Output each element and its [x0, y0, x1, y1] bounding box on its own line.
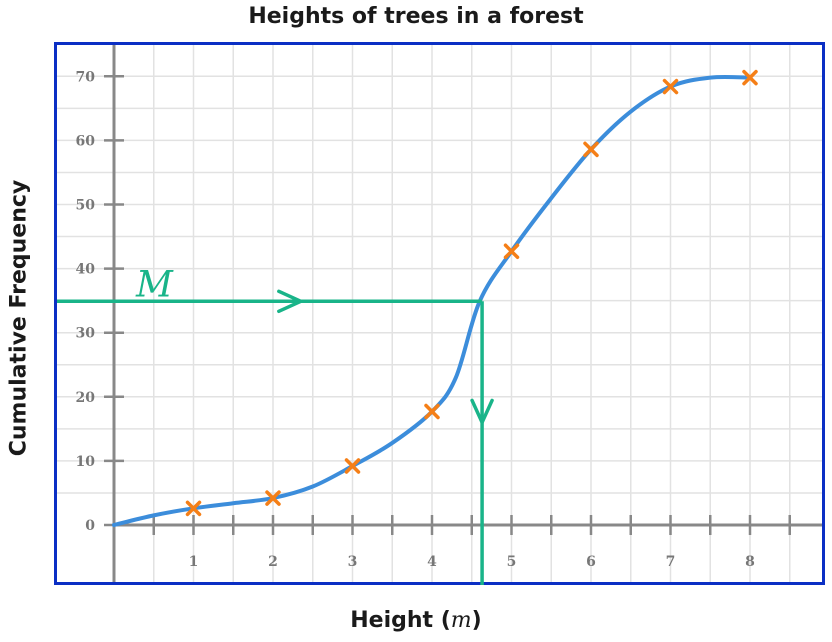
data-point-cross-stroke — [344, 458, 361, 474]
x-tick-label: 3 — [348, 554, 358, 570]
data-point-cross-stroke — [185, 500, 202, 517]
y-tick-label: 0 — [85, 518, 95, 534]
data-point-marker — [662, 78, 679, 95]
data-point-cross-stroke — [265, 490, 281, 506]
x-tick-label: 2 — [268, 554, 278, 570]
data-point-marker — [742, 69, 758, 86]
y-axis-label: Cumulative Frequency — [6, 179, 32, 457]
x-axis-label-close: ) — [471, 608, 482, 633]
y-tick-label: 10 — [76, 454, 96, 470]
x-tick-label: 5 — [507, 554, 517, 570]
y-tick-label: 40 — [76, 262, 96, 278]
data-point-marker — [185, 500, 202, 517]
data-point-cross-stroke — [424, 403, 440, 420]
median-label: M — [135, 264, 174, 305]
y-tick-label: 20 — [76, 390, 96, 406]
data-point-cross-stroke — [742, 69, 758, 86]
data-point-marker — [424, 403, 440, 420]
x-axis-label-unit: m — [450, 608, 472, 633]
y-tick-label: 70 — [76, 69, 96, 85]
chart-title: Heights of trees in a forest — [248, 4, 584, 29]
data-point-cross-stroke — [662, 78, 679, 95]
y-tick-label: 30 — [76, 326, 96, 342]
x-axis-label-text: Height ( — [350, 608, 451, 633]
median-arrow-down — [470, 398, 494, 425]
x-tick-label: 1 — [189, 554, 199, 570]
x-axis-label: Height (m) — [0, 608, 832, 633]
x-tick-label: 8 — [745, 554, 755, 570]
median-arrow-right — [277, 289, 303, 314]
cumulative-frequency-curve — [112, 74, 752, 527]
y-tick-label: 60 — [76, 133, 96, 149]
data-point-cross-stroke — [583, 141, 599, 158]
plot-frame — [54, 42, 825, 585]
data-point-marker — [583, 141, 599, 158]
x-tick-label: 6 — [586, 554, 596, 570]
data-point-cross-stroke — [503, 243, 520, 260]
y-tick-label: 50 — [76, 198, 96, 214]
x-tick-label: 4 — [427, 554, 437, 570]
data-point-marker — [344, 458, 361, 474]
data-point-marker — [503, 243, 520, 260]
data-point-marker — [265, 490, 281, 506]
x-tick-label: 7 — [666, 554, 676, 570]
